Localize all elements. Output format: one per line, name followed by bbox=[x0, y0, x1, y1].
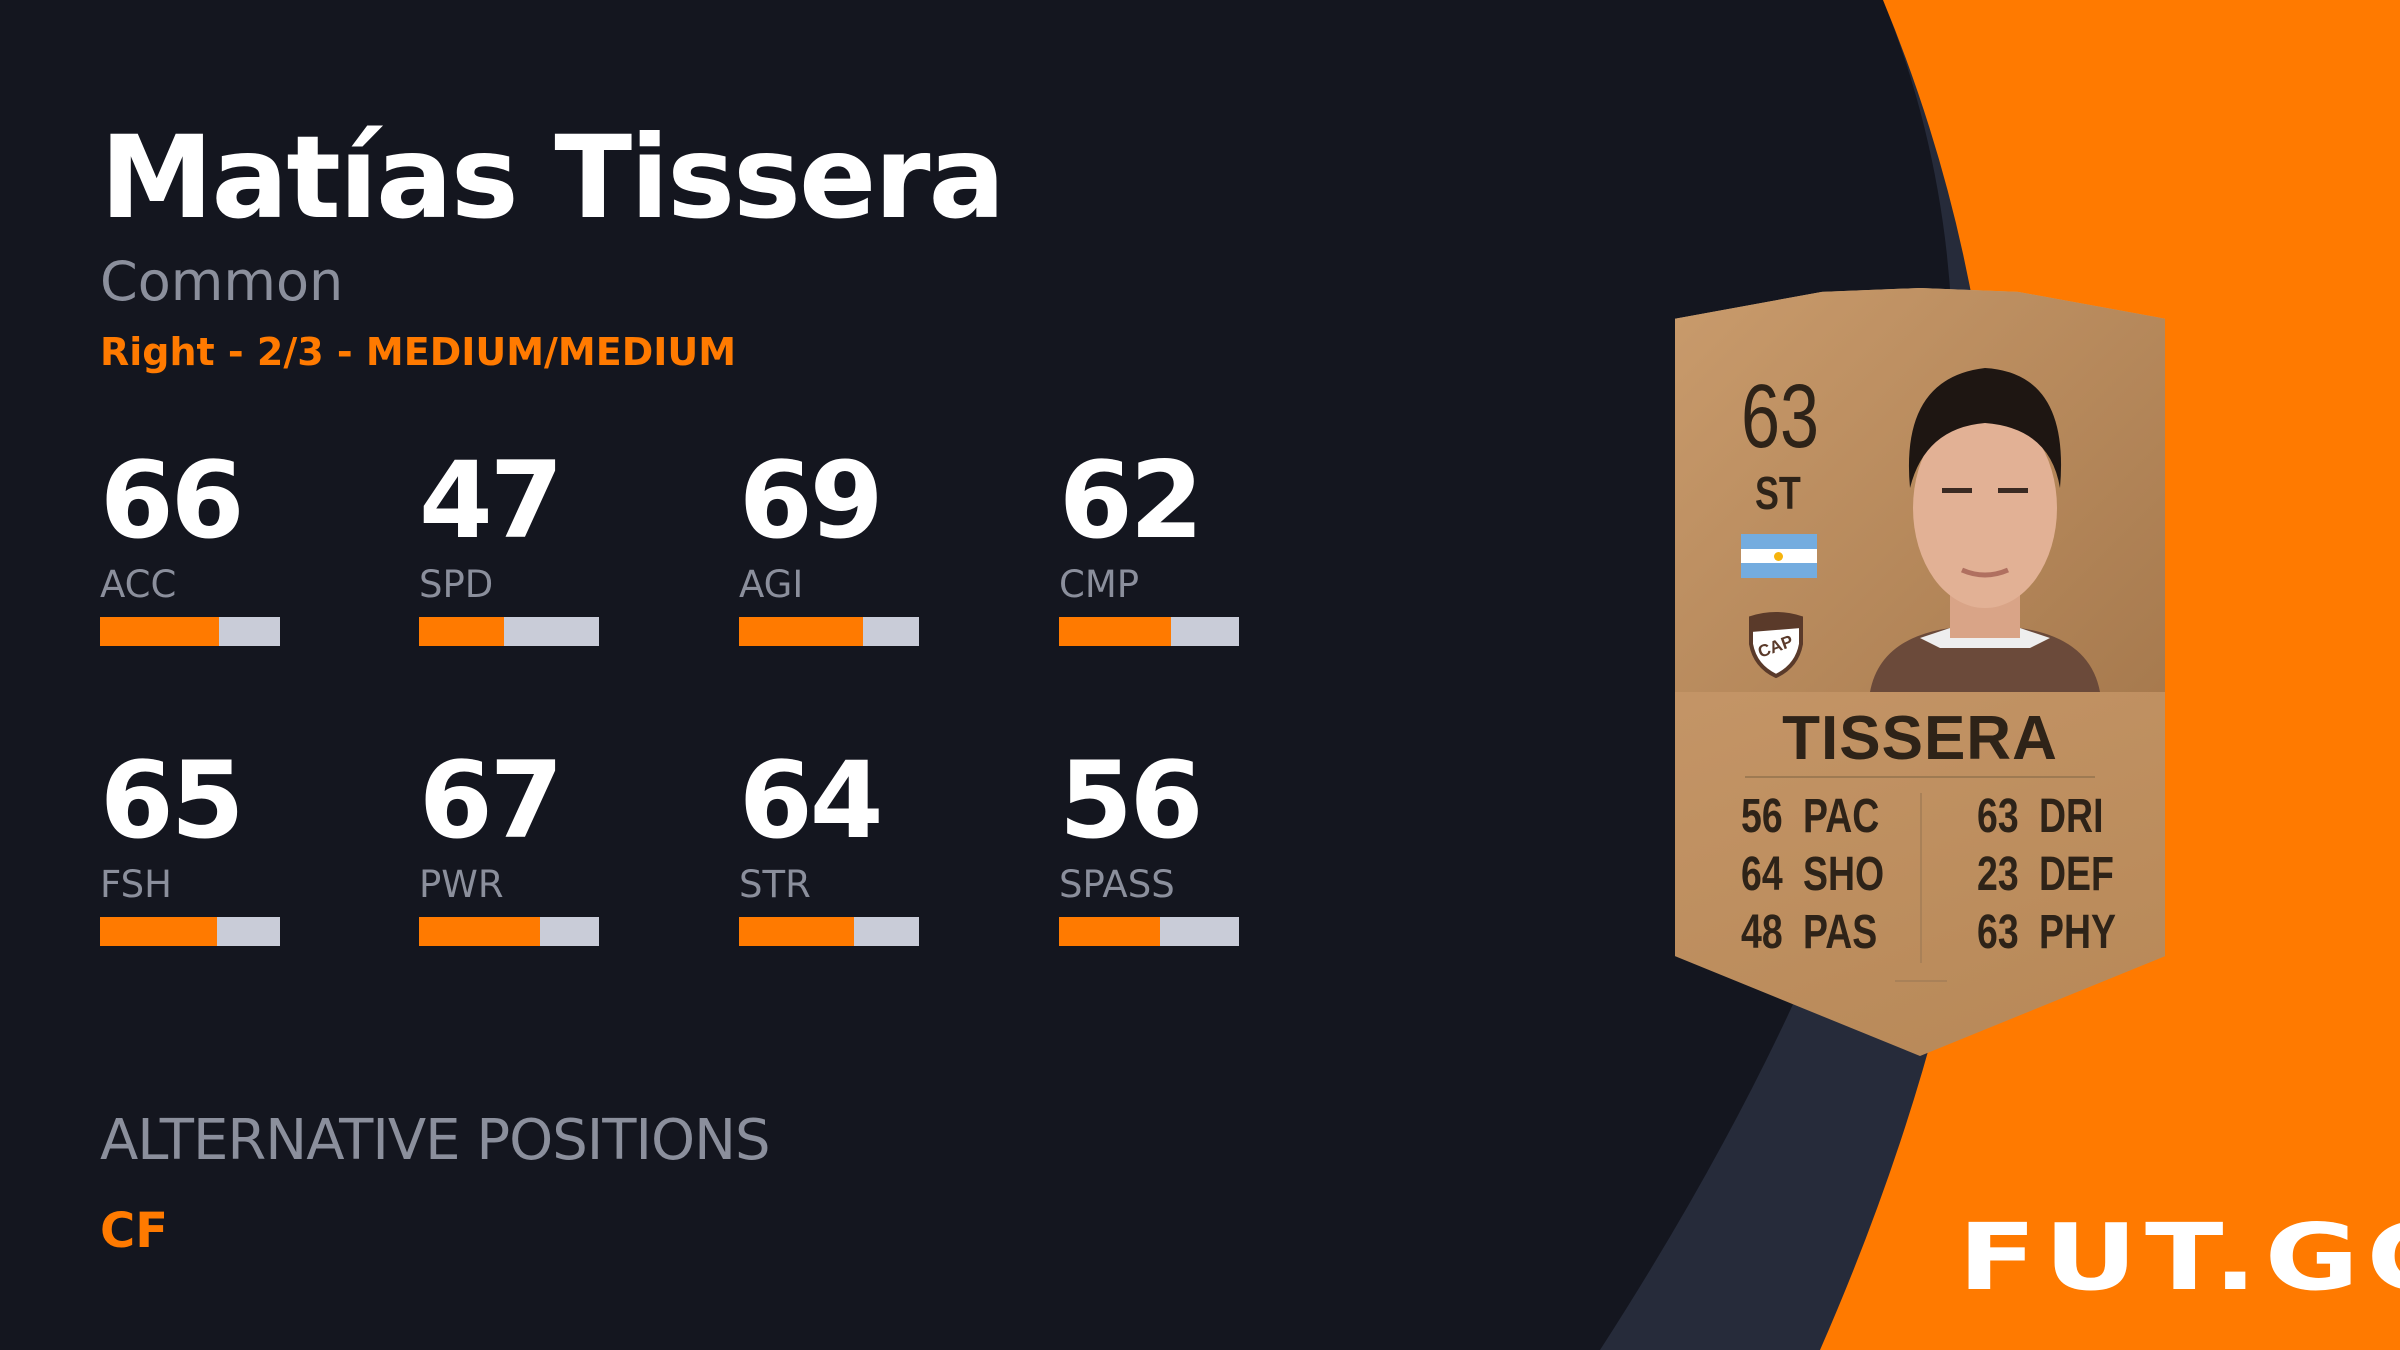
stat-value: 56 bbox=[1059, 739, 1204, 862]
card-stat-label: PHY bbox=[2039, 906, 2116, 959]
stat-bar-fill bbox=[419, 617, 504, 646]
stat-bar-fill bbox=[1059, 617, 1171, 646]
stat-bar bbox=[419, 917, 599, 946]
stat-fsh: 65 FSH bbox=[100, 748, 280, 946]
card-player-name: TISSERA bbox=[1782, 704, 2058, 773]
stat-label: SPD bbox=[419, 563, 494, 606]
stat-label: FSH bbox=[100, 863, 172, 906]
stat-cmp: 62 CMP bbox=[1059, 448, 1239, 646]
stat-bar-fill bbox=[1059, 917, 1160, 946]
card-divider bbox=[1745, 776, 2095, 778]
player-card: 63 ST CAP TISSERA 56 PAC 64 SHO 48 PAS 63 DRI 23… bbox=[1675, 288, 2165, 1056]
card-stat-value: 48 bbox=[1741, 906, 1783, 959]
stat-acc: 66 ACC bbox=[100, 448, 280, 646]
stat-label: PWR bbox=[419, 863, 504, 906]
stat-bar-fill bbox=[100, 617, 219, 646]
player-rarity: Common bbox=[100, 250, 344, 313]
stat-bar bbox=[1059, 917, 1239, 946]
stat-label: ACC bbox=[100, 563, 177, 606]
player-traits: Right - 2/3 - MEDIUM/MEDIUM bbox=[100, 330, 737, 374]
argentina-flag-icon bbox=[1741, 534, 1817, 578]
card-position: ST bbox=[1755, 467, 1801, 519]
stat-str: 64 STR bbox=[739, 748, 919, 946]
stat-label: SPASS bbox=[1059, 863, 1175, 906]
card-stat-label: DEF bbox=[2039, 848, 2114, 901]
card-stat-label: PAS bbox=[1803, 906, 1878, 959]
stat-bar bbox=[419, 617, 599, 646]
card-photo-area bbox=[1675, 288, 2165, 692]
stat-bar-fill bbox=[739, 617, 864, 646]
stat-value: 62 bbox=[1059, 439, 1204, 562]
card-bottom-line bbox=[1895, 980, 1947, 982]
card-stat-label: PAC bbox=[1803, 790, 1880, 843]
card-stat-value: 23 bbox=[1977, 848, 2019, 901]
stat-agi: 69 AGI bbox=[739, 448, 919, 646]
stat-label: AGI bbox=[739, 563, 804, 606]
stat-spd: 47 SPD bbox=[419, 448, 599, 646]
alternative-positions-heading: ALTERNATIVE POSITIONS bbox=[100, 1108, 771, 1173]
stat-bar bbox=[739, 917, 919, 946]
stat-bar bbox=[100, 617, 280, 646]
alternative-position-value: CF bbox=[100, 1203, 169, 1259]
stat-label: STR bbox=[739, 863, 811, 906]
stat-bar-fill bbox=[100, 917, 217, 946]
stat-bar-fill bbox=[739, 917, 855, 946]
stat-bar bbox=[100, 917, 280, 946]
card-stat-value: 64 bbox=[1741, 848, 1783, 901]
card-stat-value: 63 bbox=[1977, 906, 2019, 959]
stat-value: 67 bbox=[419, 739, 564, 862]
player-name: Matías Tissera bbox=[100, 111, 1005, 244]
player-photo bbox=[1870, 368, 2100, 692]
stat-value: 66 bbox=[100, 439, 245, 562]
card-stat-label: SHO bbox=[1803, 848, 1885, 901]
stat-bar-fill bbox=[419, 917, 540, 946]
stat-value: 64 bbox=[739, 739, 884, 862]
stat-pwr: 67 PWR bbox=[419, 748, 599, 946]
stat-bar bbox=[1059, 617, 1239, 646]
stat-label: CMP bbox=[1059, 563, 1140, 606]
card-rating: 63 bbox=[1741, 367, 1820, 467]
stat-value: 69 bbox=[739, 439, 884, 562]
card-background: 63 ST CAP TISSERA 56 PAC 64 SHO 48 PAS 63 DRI 23… bbox=[1675, 288, 2165, 1056]
stat-value: 47 bbox=[419, 439, 564, 562]
futgg-logo: FUT.GG bbox=[1958, 1204, 2400, 1311]
stat-bar bbox=[739, 617, 919, 646]
card-stat-value: 63 bbox=[1977, 790, 2019, 843]
stat-value: 65 bbox=[100, 739, 245, 862]
card-stat-label: DRI bbox=[2039, 790, 2104, 843]
stat-spass: 56 SPASS bbox=[1059, 748, 1239, 946]
card-stat-value: 56 bbox=[1741, 790, 1783, 843]
club-badge-icon: CAP bbox=[1749, 612, 1803, 678]
card-stats-divider bbox=[1920, 793, 1922, 963]
